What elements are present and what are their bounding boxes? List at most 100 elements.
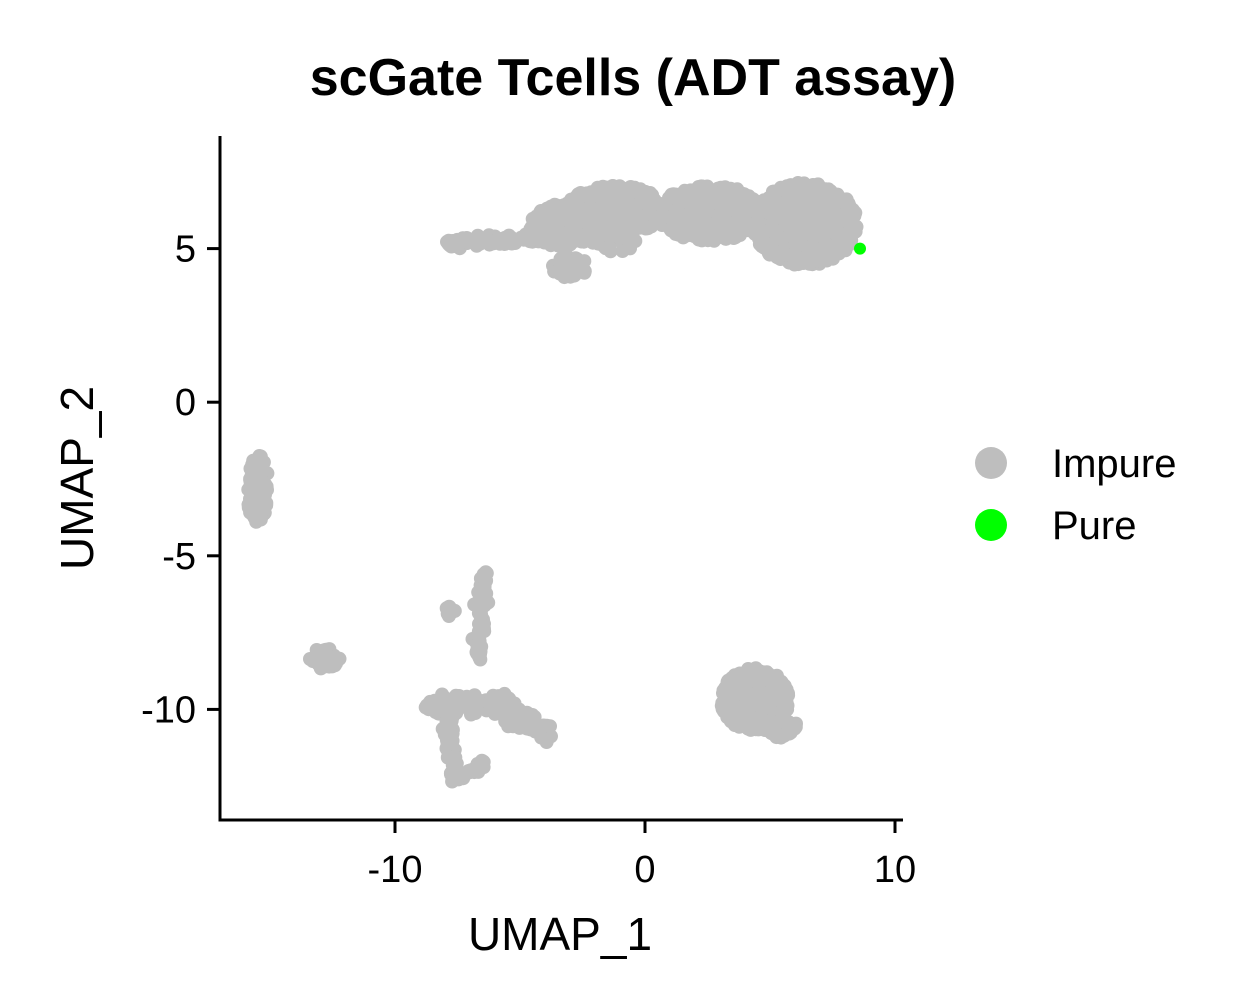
y-tick-label: -5 [162,536,196,578]
impure-point [608,228,623,243]
impure-point [602,239,617,254]
impure-point [819,217,834,232]
legend-key-pure [975,509,1007,541]
impure-point [328,650,343,665]
impure-point [451,238,466,253]
impure-point [794,237,809,252]
impure-point [440,738,455,753]
y-tick-label: 0 [175,382,196,424]
y-axis-ticks: 5 0 -5 -10 [141,229,220,731]
impure-point [795,222,810,237]
impure-point [845,202,860,217]
impure-point [754,684,769,699]
impure-point [614,209,629,224]
impure-point [749,665,763,680]
impure-point [471,606,486,621]
impure-point [562,212,576,227]
impure-point [559,233,574,247]
x-tick-label: -10 [368,849,423,891]
impure-point [816,193,831,208]
impure-point [770,184,785,199]
impure-point [817,237,832,252]
impure-point [470,696,485,711]
impure-point [754,700,768,715]
impure-point [585,235,600,250]
impure-point [726,689,741,704]
impure-point [642,192,657,207]
impure-point [497,688,512,703]
impure-point [762,720,777,735]
x-axis-title: UMAP_1 [468,908,652,960]
impure-point [256,503,271,517]
impure-point [640,220,655,235]
impure-point [584,185,599,200]
impure-point [482,237,497,252]
impure-point [631,185,646,200]
points-layer [241,176,866,789]
impure-point [471,234,486,249]
impure-point [724,671,739,686]
impure-point [524,720,539,735]
impure-point [439,601,454,616]
impure-point [794,190,809,204]
impure-point [440,696,454,711]
impure-point [624,215,639,230]
impure-point [472,650,487,665]
impure-point [770,672,785,687]
impure-point [769,231,784,246]
impure-point [251,466,265,481]
x-tick-label: 0 [634,849,655,891]
impure-point [424,701,439,716]
impure-point [729,214,744,229]
impure-point [748,711,763,726]
impure-point [779,247,793,262]
x-axis-ticks: -10 0 10 [368,820,916,891]
impure-point [477,579,492,593]
impure-point [508,236,523,250]
impure-point [257,486,272,501]
impure-point [576,211,590,225]
impure-point [822,251,836,266]
legend-label-pure: Pure [1052,504,1137,548]
x-tick-label: 10 [874,849,916,891]
impure-point [507,711,522,726]
y-tick-label: -10 [141,689,196,731]
legend: Impure Pure [975,442,1177,548]
impure-point [559,260,574,275]
impure-point [474,758,489,773]
impure-point [779,682,794,697]
impure-point [446,754,461,769]
y-tick-label: 5 [175,229,196,271]
impure-point [761,245,776,260]
impure-point [547,198,562,213]
impure-point [806,252,821,267]
y-axis-title: UMAP_2 [51,386,103,570]
pure-point [854,242,866,255]
impure-point [311,646,326,661]
impure-point [439,713,454,728]
impure-point [719,231,734,246]
impure-point [777,209,792,224]
impure-point [603,204,618,219]
impure-point [625,230,640,245]
impure-point [679,193,693,208]
impure-point [452,698,467,713]
impure-point [437,727,452,742]
impure-point [772,196,787,211]
legend-label-impure: Impure [1052,442,1177,486]
impure-point [698,202,713,217]
impure-point [751,204,766,218]
impure-point [806,202,821,217]
impure-point [714,698,729,713]
impure-point [731,717,746,731]
impure-point [614,195,629,209]
impure-point [827,191,842,206]
impure-point [842,222,857,237]
impure-point [695,186,710,201]
impure-point [708,221,723,235]
impure-point [249,514,264,529]
impure-point [534,230,549,245]
legend-key-impure [975,447,1007,479]
